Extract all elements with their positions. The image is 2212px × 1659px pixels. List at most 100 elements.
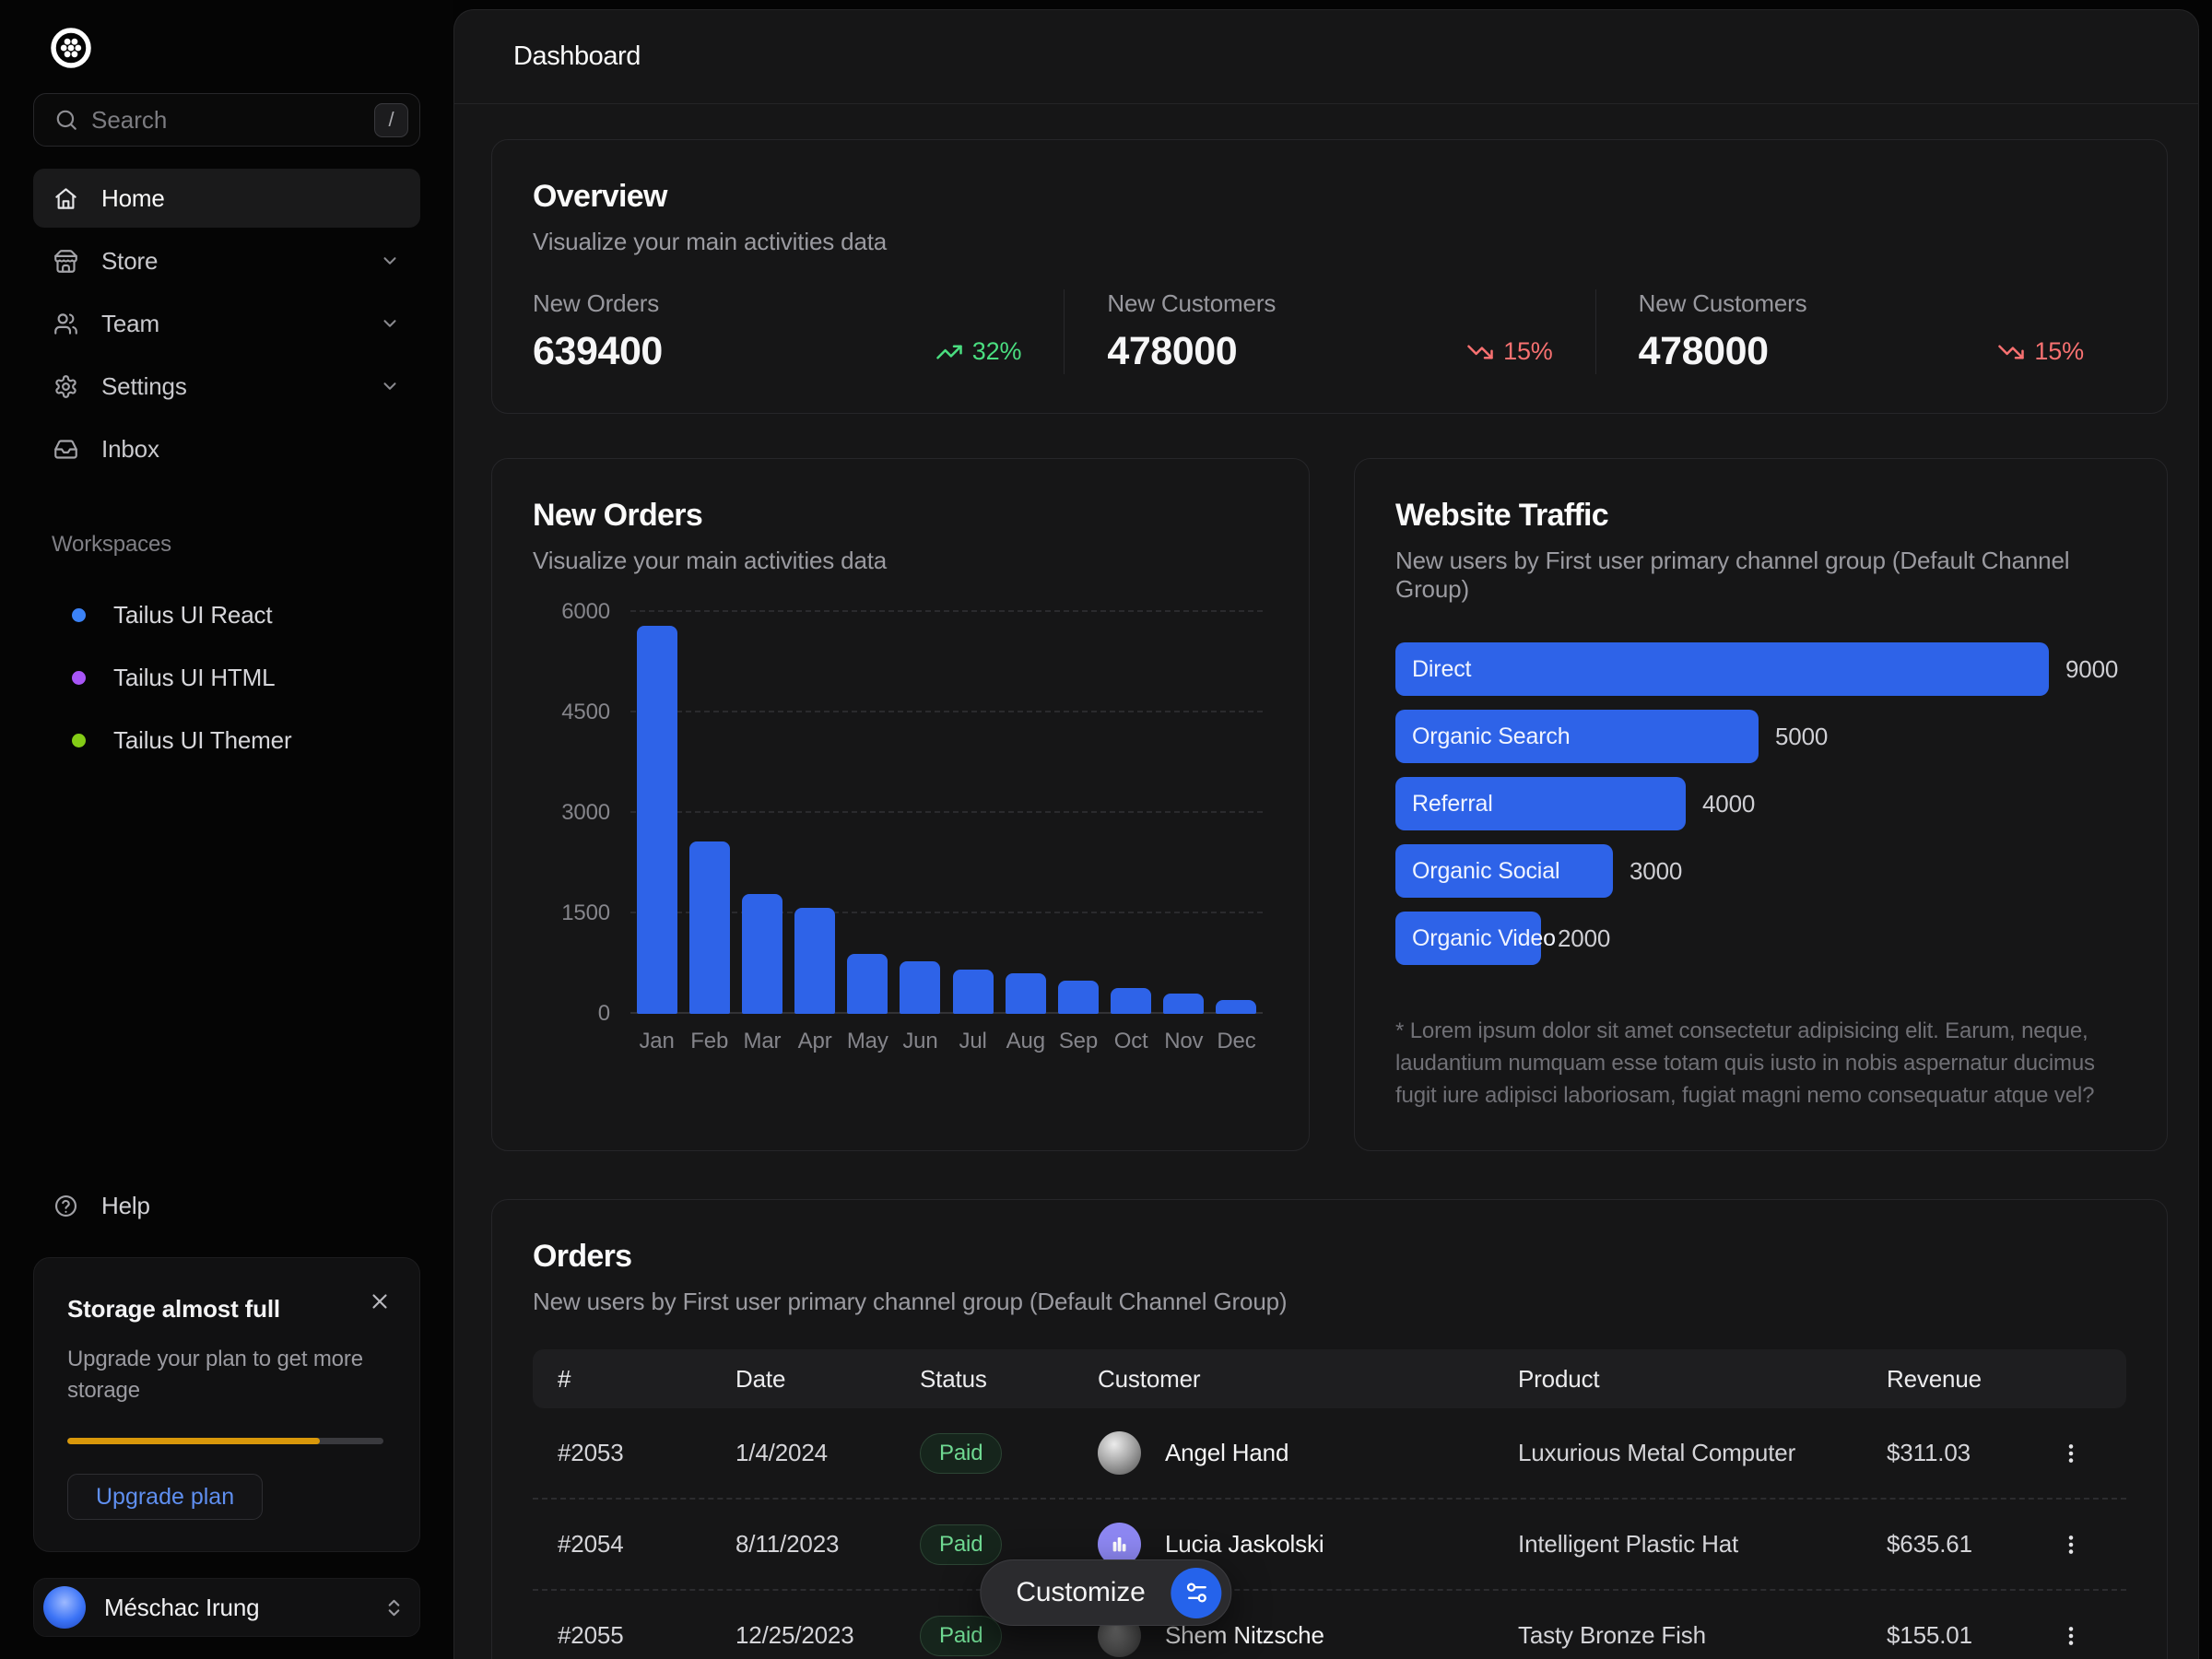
sidebar-item-inbox[interactable]: Inbox bbox=[33, 419, 420, 478]
col-customer: Customer bbox=[1098, 1364, 1201, 1393]
x-axis-tick: May bbox=[846, 1029, 888, 1053]
table-row: #2054 8/11/2023 Paid Lucia Jaskolski Intelli… bbox=[533, 1500, 2126, 1591]
close-icon[interactable] bbox=[368, 1289, 392, 1313]
order-id: #2053 bbox=[558, 1439, 624, 1466]
traffic-bar-label: Referral bbox=[1412, 790, 1493, 817]
user-menu[interactable]: Méschac Irung bbox=[33, 1578, 420, 1637]
website-traffic-card: Website Traffic New users by First user … bbox=[1354, 458, 2168, 1151]
team-icon bbox=[53, 312, 78, 336]
order-date: 8/11/2023 bbox=[735, 1530, 840, 1558]
workspace-item[interactable]: Tailus UI Themer bbox=[33, 714, 420, 766]
revenue-value: $155.01 bbox=[1887, 1621, 1972, 1649]
sidebar-nav: Home Store Team Settings Inbox bbox=[33, 169, 420, 482]
storage-card: Storage almost full Upgrade your plan to… bbox=[33, 1257, 420, 1552]
workspace-item[interactable]: Tailus UI HTML bbox=[33, 652, 420, 703]
traffic-bar-organic-social: Organic Social bbox=[1395, 844, 1613, 898]
new-orders-title: New Orders bbox=[533, 498, 703, 533]
bar-column: Jul bbox=[947, 612, 999, 1053]
stat-new-customers-2: New Customers 478000 15% bbox=[1594, 289, 2126, 374]
bar-jan bbox=[636, 625, 677, 1014]
sidebar-item-home[interactable]: Home bbox=[33, 169, 420, 228]
orders-subtitle: New users by First user primary channel … bbox=[533, 1288, 1288, 1315]
chevrons-up-down-icon bbox=[383, 1597, 405, 1618]
store-icon bbox=[53, 249, 78, 274]
x-axis-tick: Jan bbox=[639, 1029, 675, 1053]
traffic-row: Direct 9000 bbox=[1395, 642, 2126, 696]
workspaces-label: Workspaces bbox=[52, 532, 172, 557]
sidebar-item-label: Team bbox=[101, 309, 159, 337]
main-content: Overview Visualize your main activities … bbox=[454, 104, 2198, 1659]
x-axis-tick: Feb bbox=[690, 1029, 729, 1053]
bar-column: Aug bbox=[999, 612, 1052, 1053]
storage-title: Storage almost full bbox=[67, 1295, 280, 1323]
new-orders-subtitle: Visualize your main activities data bbox=[533, 547, 888, 574]
sidebar-item-store[interactable]: Store bbox=[33, 231, 420, 290]
sidebar-item-label: Settings bbox=[101, 371, 187, 400]
workspace-dot bbox=[72, 607, 86, 622]
row-menu-button[interactable] bbox=[2049, 1614, 2093, 1658]
y-axis-tick: 4500 bbox=[561, 700, 610, 724]
x-axis-tick: Apr bbox=[797, 1029, 832, 1053]
stat-new-customers: New Customers 478000 15% bbox=[1064, 289, 1594, 374]
plot-area: Jan Feb Mar Apr May Jun Jul Aug Sep Oct Nov Dec bbox=[630, 610, 1263, 1053]
traffic-bar-organic-search: Organic Search bbox=[1395, 710, 1759, 763]
traffic-footnote: * Lorem ipsum dolor sit amet consectetur… bbox=[1395, 1018, 2095, 1108]
sliders-icon bbox=[1171, 1567, 1222, 1618]
chevron-down-icon bbox=[380, 251, 400, 271]
help-label: Help bbox=[101, 1191, 150, 1219]
upgrade-plan-button[interactable]: Upgrade plan bbox=[67, 1474, 264, 1520]
overview-title: Overview bbox=[533, 179, 667, 214]
product-name: Tasty Bronze Fish bbox=[1518, 1621, 1706, 1649]
sidebar-item-team[interactable]: Team bbox=[33, 294, 420, 353]
orders-title: Orders bbox=[533, 1239, 632, 1274]
col-status: Status bbox=[920, 1364, 987, 1393]
bar-column: Mar bbox=[735, 612, 788, 1053]
traffic-bar-value: 9000 bbox=[2065, 654, 2119, 683]
app-logo-icon[interactable] bbox=[49, 26, 93, 70]
storage-description: Upgrade your plan to get more storage bbox=[67, 1347, 363, 1403]
traffic-bar-value: 4000 bbox=[1702, 789, 1756, 818]
new-orders-chart-card: New Orders Visualize your main activitie… bbox=[491, 458, 1310, 1151]
workspace-dot bbox=[72, 733, 86, 747]
website-traffic-subtitle: New users by First user primary channel … bbox=[1395, 547, 2070, 603]
stat-new-orders: New Orders 639400 32% bbox=[533, 289, 1022, 373]
charts-row: New Orders Visualize your main activitie… bbox=[491, 458, 2168, 1151]
bar-sep bbox=[1057, 981, 1099, 1014]
home-icon bbox=[53, 186, 78, 211]
col-revenue: Revenue bbox=[1887, 1364, 1982, 1393]
bar-jul bbox=[952, 970, 994, 1014]
bar-column: Nov bbox=[1158, 612, 1210, 1053]
storage-progress-fill bbox=[67, 1438, 321, 1444]
chevron-down-icon bbox=[380, 313, 400, 334]
col-id: # bbox=[558, 1364, 571, 1393]
bar-feb bbox=[688, 841, 730, 1014]
x-axis-tick: Oct bbox=[1113, 1029, 1148, 1053]
traffic-bar-value: 3000 bbox=[1630, 856, 1683, 885]
bar-nov bbox=[1163, 994, 1205, 1014]
overview-card: Overview Visualize your main activities … bbox=[491, 139, 2168, 414]
x-axis-tick: Jun bbox=[902, 1029, 938, 1053]
customize-button[interactable]: Customize bbox=[980, 1559, 1232, 1626]
order-date: 12/25/2023 bbox=[735, 1621, 854, 1649]
y-axis-tick: 0 bbox=[597, 1001, 610, 1026]
sidebar-item-help[interactable]: Help bbox=[33, 1180, 420, 1231]
search-box[interactable]: / bbox=[33, 93, 420, 147]
gridline bbox=[630, 912, 1263, 913]
search-shortcut-key: / bbox=[374, 102, 408, 137]
order-id: #2055 bbox=[558, 1621, 624, 1649]
row-menu-button[interactable] bbox=[2049, 1431, 2093, 1476]
status-badge: Paid bbox=[920, 1615, 1003, 1656]
sidebar-item-settings[interactable]: Settings bbox=[33, 357, 420, 416]
bar-mar bbox=[741, 893, 782, 1014]
settings-icon bbox=[53, 374, 78, 399]
workspace-label: Tailus UI React bbox=[113, 600, 273, 629]
website-traffic-title: Website Traffic bbox=[1395, 498, 1609, 533]
traffic-bar-value: 5000 bbox=[1775, 722, 1829, 750]
search-input[interactable] bbox=[78, 105, 374, 135]
bar-column: Feb bbox=[683, 612, 735, 1053]
bar-column: Sep bbox=[1052, 612, 1104, 1053]
row-menu-button[interactable] bbox=[2049, 1523, 2093, 1567]
workspace-item[interactable]: Tailus UI React bbox=[33, 589, 420, 641]
